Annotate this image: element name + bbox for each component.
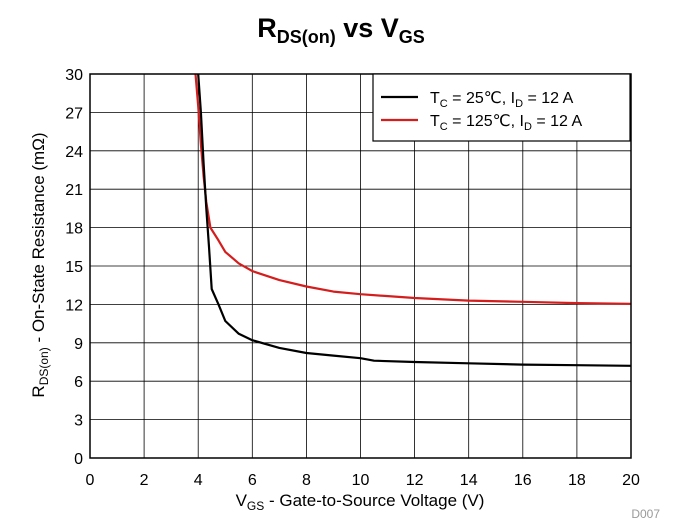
y-axis-label: RDS(on) - On-State Resistance (mΩ): [29, 132, 51, 397]
title-mid: vs V: [336, 13, 399, 43]
xlabel-sub: GS: [247, 499, 264, 513]
series-lines: [194, 73, 632, 367]
x-tick-label: 0: [86, 472, 95, 489]
legend: TC = 25℃, ID = 12 A TC = 125℃, ID = 12 A: [372, 73, 631, 142]
x-tick-label: 8: [302, 472, 311, 489]
x-tick-labels: 0 2 4 6 8 10 12 14 16 18 20: [86, 472, 640, 489]
x-tick-label: 20: [622, 472, 640, 489]
y-tick-label: 27: [65, 105, 83, 122]
y-tick-label: 0: [74, 451, 83, 468]
y-tick-label: 21: [65, 182, 83, 199]
figure-code: D007: [631, 507, 660, 521]
legend-entry-125c: TC = 125℃, ID = 12 A: [430, 113, 583, 133]
y-tick-label: 30: [65, 67, 83, 84]
ylabel-pre: R: [29, 385, 48, 397]
legend-box: [372, 73, 631, 142]
legend-entry-25c: TC = 25℃, ID = 12 A: [430, 90, 574, 110]
x-tick-label: 14: [460, 472, 478, 489]
title-mid-sub: GS: [399, 27, 425, 47]
y-tick-label: 18: [65, 221, 83, 238]
ylabel-sub: DS(on): [37, 347, 51, 385]
y-tick-label: 3: [74, 413, 83, 430]
xlabel-pre: V: [236, 491, 248, 510]
series-line-25c: [197, 73, 632, 367]
x-tick-label: 6: [248, 472, 257, 489]
y-tick-label: 9: [74, 336, 83, 353]
title-main-sub: DS(on): [277, 27, 336, 47]
title-main: R: [257, 13, 277, 43]
x-tick-label: 2: [140, 472, 149, 489]
x-tick-label: 18: [568, 472, 586, 489]
chart-title: RDS(on) vs VGS: [257, 13, 425, 47]
x-tick-label: 16: [514, 472, 532, 489]
x-tick-label: 10: [352, 472, 370, 489]
x-axis-label: VGS - Gate-to-Source Voltage (V): [236, 491, 485, 513]
x-tick-label: 12: [406, 472, 424, 489]
ylabel-post: - On-State Resistance (mΩ): [29, 132, 48, 347]
y-tick-label: 6: [74, 374, 83, 391]
y-tick-label: 12: [65, 297, 83, 314]
xlabel-post: - Gate-to-Source Voltage (V): [264, 491, 484, 510]
y-tick-label: 15: [65, 259, 83, 276]
x-tick-label: 4: [194, 472, 203, 489]
y-tick-label: 24: [65, 144, 83, 161]
plot-frame: [89, 73, 632, 459]
y-tick-labels: 0 3 6 9 12 15 18 21 24 27 30: [65, 67, 83, 468]
